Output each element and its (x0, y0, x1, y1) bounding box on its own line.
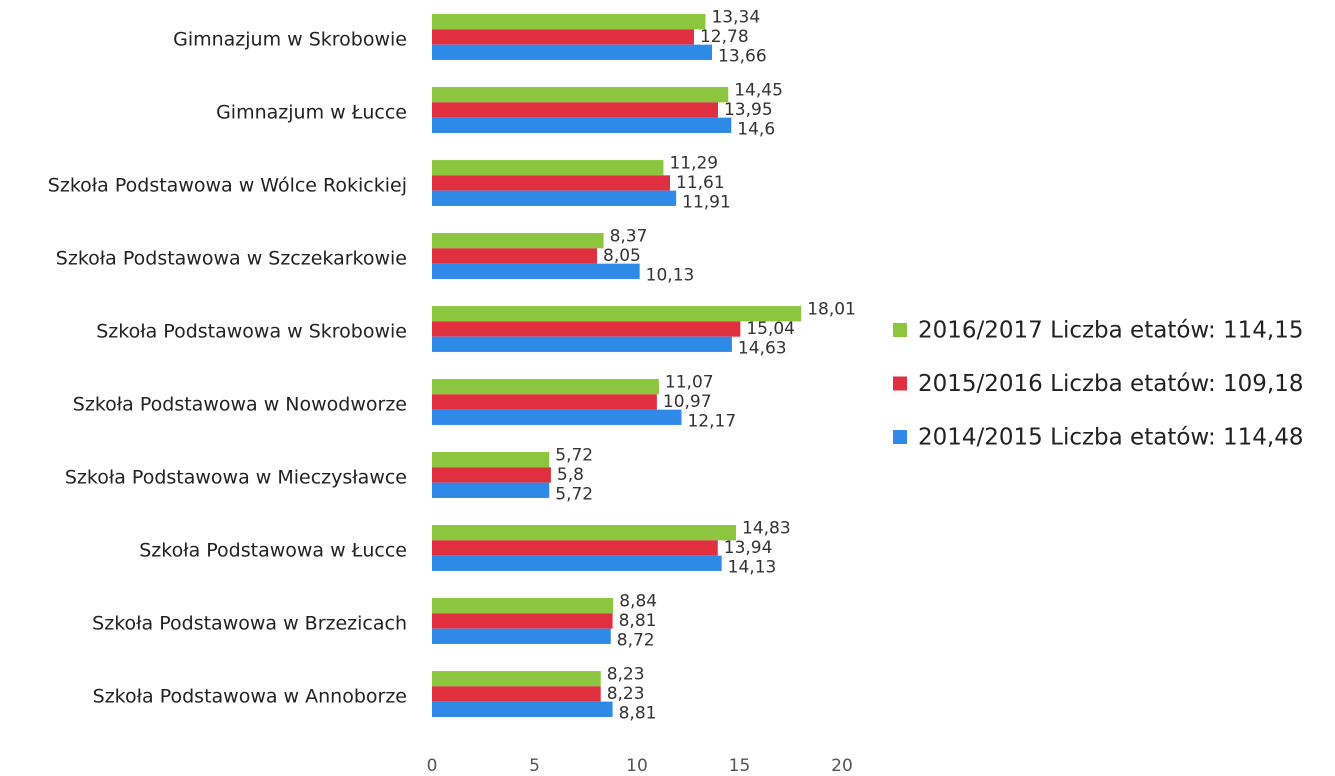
legend-label: 2014/2015 Liczba etatów: 114,48 (918, 425, 1304, 451)
value-label: 18,01 (807, 300, 856, 320)
legend-swatch (893, 376, 907, 391)
value-label: 5,72 (555, 446, 593, 466)
bar (432, 452, 550, 468)
bar (432, 87, 729, 103)
bar (432, 467, 551, 483)
value-label: 11,61 (676, 173, 725, 193)
value-label: 8,37 (610, 227, 648, 247)
x-tick-label: 0 (427, 756, 438, 776)
bar (432, 233, 604, 249)
value-label: 5,72 (555, 484, 593, 504)
category-label: Szkoła Podstawowa w Mieczysławce (65, 467, 407, 489)
bar (432, 117, 732, 133)
legend-label: 2015/2016 Liczba etatów: 109,18 (918, 371, 1304, 397)
bar (432, 102, 718, 118)
category-label: Szkoła Podstawowa w Nowodworze (73, 394, 407, 416)
category-label: Szkoła Podstawowa w Wólce Rokickiej (48, 175, 407, 197)
x-tick-label: 10 (626, 756, 648, 776)
value-label: 8,84 (619, 592, 657, 612)
bar (432, 701, 613, 717)
value-label: 10,13 (646, 265, 695, 285)
legend-swatch (893, 430, 907, 444)
value-label: 13,94 (724, 538, 773, 558)
category-label: Szkoła Podstawowa w Annoborze (93, 686, 407, 708)
bar (432, 29, 694, 45)
category-label: Szkoła Podstawowa w Skrobowie (96, 321, 407, 343)
bar (432, 190, 677, 206)
value-label: 5,8 (557, 465, 584, 485)
value-label: 8,23 (607, 684, 645, 704)
bar (432, 686, 601, 702)
bar (432, 598, 614, 614)
category-label: Szkoła Podstawowa w Szczekarkowie (56, 248, 407, 270)
value-label: 11,29 (669, 154, 718, 174)
bar (432, 613, 613, 629)
value-label: 13,34 (711, 8, 760, 28)
category-label: Szkoła Podstawowa w Brzezicach (92, 613, 407, 635)
value-label: 14,83 (742, 519, 791, 539)
value-label: 8,23 (607, 665, 645, 685)
value-label: 8,72 (617, 630, 655, 650)
bar (432, 263, 640, 279)
value-label: 11,07 (665, 373, 714, 393)
bar (432, 248, 598, 264)
value-label: 8,05 (603, 246, 641, 266)
bar (432, 628, 611, 644)
bar (432, 540, 718, 556)
bar (432, 14, 706, 30)
value-label: 14,45 (734, 81, 783, 101)
bar (432, 555, 722, 571)
bar (432, 160, 664, 176)
legend-swatch (893, 323, 907, 337)
value-label: 13,95 (724, 100, 773, 120)
bar (432, 321, 741, 337)
value-label: 14,13 (728, 557, 777, 577)
bar (432, 394, 657, 410)
bar (432, 336, 732, 352)
category-label: Gimnazjum w Skrobowie (173, 29, 407, 51)
x-tick-label: 5 (529, 756, 540, 776)
bar (432, 306, 802, 322)
bar (432, 175, 671, 191)
bar (432, 671, 601, 687)
value-label: 12,17 (687, 411, 736, 431)
value-label: 13,66 (718, 46, 767, 66)
x-tick-label: 20 (831, 756, 853, 776)
value-label: 8,81 (619, 703, 657, 723)
bar (432, 482, 550, 498)
bar (432, 379, 659, 395)
value-label: 14,63 (738, 338, 787, 358)
bar (432, 525, 737, 541)
x-tick-label: 15 (729, 756, 751, 776)
value-label: 8,81 (619, 611, 657, 631)
category-label: Gimnazjum w Łucce (216, 102, 407, 124)
value-label: 12,78 (700, 27, 749, 47)
value-label: 11,91 (682, 192, 731, 212)
value-label: 10,97 (663, 392, 712, 412)
value-label: 15,04 (746, 319, 795, 339)
legend-label: 2016/2017 Liczba etatów: 114,15 (918, 318, 1304, 344)
category-label: Szkoła Podstawowa w Łucce (139, 540, 407, 562)
bar (432, 44, 713, 60)
value-label: 14,6 (737, 119, 775, 139)
bar (432, 409, 682, 425)
